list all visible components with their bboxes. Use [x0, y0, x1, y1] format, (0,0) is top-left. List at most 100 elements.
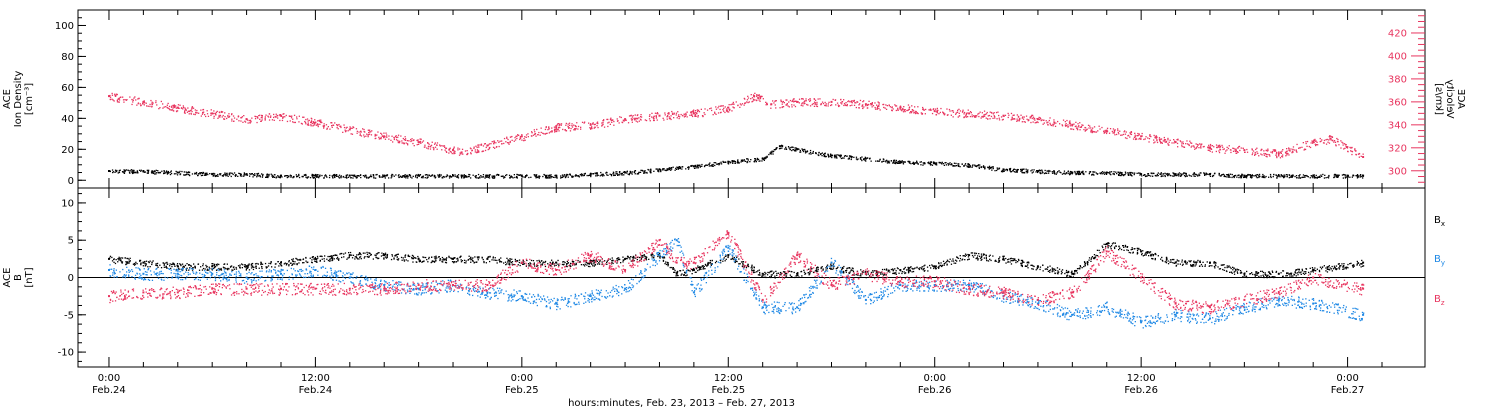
texture-point: [470, 261, 472, 263]
texture-point: [227, 175, 229, 177]
texture-point: [226, 263, 228, 265]
texture-point: [696, 165, 698, 167]
texture-point: [1129, 171, 1131, 174]
texture-point: [564, 261, 566, 264]
texture-point: [976, 165, 978, 168]
texture-point: [406, 140, 409, 142]
texture-point: [376, 173, 378, 176]
texture-point: [675, 167, 677, 169]
texture-point: [1269, 173, 1272, 176]
texture-point: [184, 264, 187, 267]
texture-point: [979, 111, 981, 113]
texture-point: [473, 147, 475, 149]
texture-point: [406, 143, 409, 145]
texture-point: [516, 176, 518, 178]
texture-point: [118, 256, 120, 258]
texture-point: [1082, 170, 1084, 173]
texture-point: [214, 175, 216, 177]
texture-point: [1199, 172, 1201, 174]
texture-point: [359, 134, 361, 136]
texture-point: [340, 126, 342, 129]
texture-point: [580, 128, 582, 130]
texture-point: [548, 127, 550, 129]
texture-point: [250, 121, 252, 123]
texture-point: [592, 265, 594, 267]
texture-point: [1042, 171, 1044, 174]
texture-point: [451, 152, 453, 155]
texture-point: [1264, 153, 1267, 155]
texture-point: [917, 106, 919, 108]
texture-point: [326, 258, 328, 260]
texture-point: [360, 135, 363, 137]
texture-point: [990, 166, 993, 169]
texture-point: [755, 159, 757, 161]
texture-point: [477, 151, 479, 153]
texture-point: [1163, 136, 1165, 139]
texture-point: [515, 135, 517, 137]
texture-point: [734, 162, 736, 164]
texture-point: [984, 167, 986, 169]
texture-point: [910, 112, 913, 114]
data-point: [692, 112, 695, 115]
texture-point: [977, 164, 979, 167]
texture-point: [178, 172, 180, 174]
texture-point: [583, 173, 585, 175]
texture-point: [377, 257, 379, 260]
texture-point: [1058, 170, 1060, 172]
texture-point: [671, 112, 674, 114]
texture-point: [463, 177, 465, 179]
texture-point: [1109, 128, 1112, 130]
texture-point: [546, 174, 548, 176]
texture-point: [1264, 176, 1266, 179]
texture-point: [268, 173, 270, 176]
texture-point: [566, 265, 568, 268]
texture-point: [626, 172, 628, 174]
texture-point: [1083, 173, 1085, 176]
texture-point: [288, 176, 290, 178]
texture-point: [1004, 169, 1006, 171]
texture-point: [1010, 112, 1013, 115]
texture-point: [248, 119, 250, 122]
texture-point: [1141, 132, 1143, 135]
texture-point: [225, 175, 227, 177]
data-point: [1036, 265, 1039, 268]
texture-point: [1223, 174, 1226, 176]
texture-point: [1337, 138, 1339, 141]
texture-point: [665, 169, 667, 172]
texture-point: [613, 172, 615, 174]
texture-point: [1320, 174, 1322, 176]
texture-point: [183, 265, 185, 268]
texture-point: [1001, 169, 1003, 172]
texture-point: [621, 174, 623, 176]
texture-point: [331, 126, 333, 128]
texture-point: [536, 260, 538, 262]
texture-point: [909, 112, 911, 114]
texture-point: [408, 255, 410, 257]
texture-point: [380, 255, 383, 257]
texture-point: [152, 172, 154, 174]
texture-point: [391, 173, 393, 176]
texture-point: [801, 98, 803, 100]
texture-point: [173, 173, 176, 175]
texture-point: [1092, 130, 1094, 133]
texture-point: [1252, 152, 1254, 154]
texture-point: [1246, 174, 1249, 176]
texture-point: [1309, 177, 1311, 179]
texture-point: [339, 253, 341, 255]
texture-point: [886, 105, 888, 107]
texture-point: [1209, 148, 1211, 150]
texture-point: [805, 150, 807, 152]
texture-point: [1030, 115, 1033, 117]
texture-point: [610, 174, 612, 176]
texture-point: [303, 116, 305, 118]
texture-point: [584, 263, 586, 265]
texture-point: [1154, 136, 1156, 138]
texture-point: [670, 118, 672, 121]
texture-point: [1361, 174, 1364, 176]
texture-point: [719, 108, 721, 111]
texture-point: [1299, 147, 1301, 149]
texture-point: [1065, 123, 1067, 125]
texture-point: [846, 105, 848, 107]
texture-point: [245, 268, 248, 270]
texture-point: [1067, 172, 1069, 175]
